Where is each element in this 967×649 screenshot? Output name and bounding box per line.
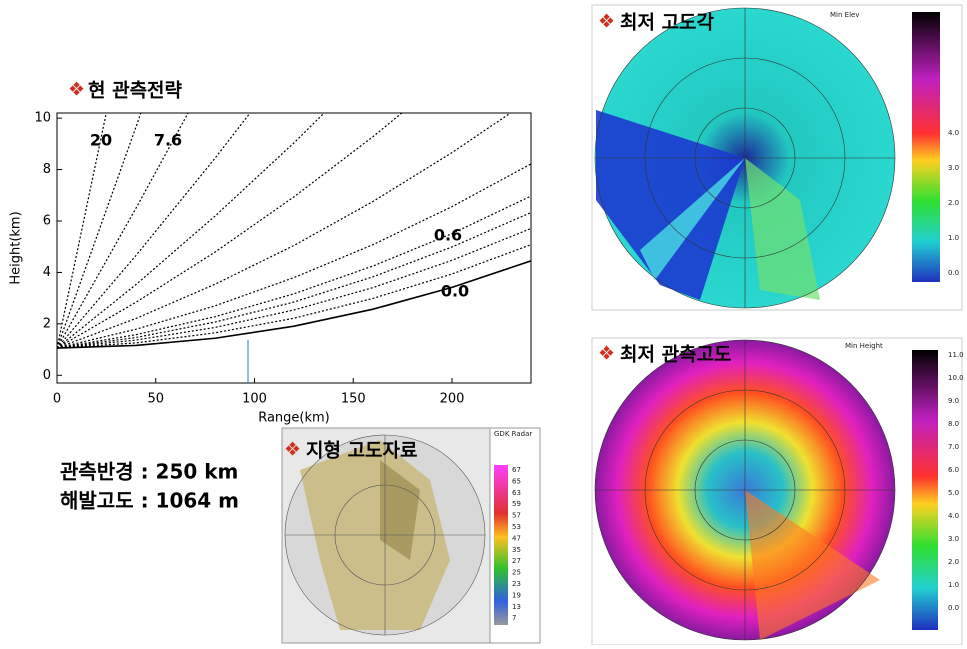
- scale-label: 9.0: [948, 397, 959, 405]
- y-tick-label: 6: [43, 214, 51, 229]
- panel-label: Min Height: [845, 342, 883, 350]
- scale-label: 4.0: [948, 512, 959, 520]
- scale-label: 47: [512, 534, 521, 542]
- beam-line: [57, 195, 531, 349]
- y-tick-label: 8: [43, 162, 51, 177]
- beam-line: [57, 260, 531, 349]
- svg-text:❖: ❖: [598, 343, 615, 365]
- beam-line: [57, 227, 531, 349]
- panel-label: GDK Radar: [494, 430, 532, 438]
- scale-label: 0.0: [948, 604, 959, 612]
- scale-label: 53: [512, 523, 521, 531]
- panel-title: 최저 관측고도: [620, 344, 732, 366]
- chart-title: 현 관측전략: [88, 80, 183, 102]
- x-tick-label: 100: [242, 392, 267, 407]
- scale-label: 0.0: [948, 269, 959, 277]
- scale-label: 1.0: [948, 581, 959, 589]
- info-altitude: 해발고도 : 1064 m: [60, 489, 239, 513]
- panel-min-elev: ❖ 최저 고도각 Min Elev 4.0 3.0 2.0 1.0 0.0: [591, 4, 963, 311]
- scale-label: 65: [512, 477, 521, 485]
- scale-label: 19: [512, 591, 521, 599]
- svg-text:❖: ❖: [284, 439, 301, 461]
- beam-line: [57, 163, 531, 349]
- angle-label: 0.0: [441, 282, 469, 301]
- panel-title: 최저 고도각: [620, 12, 715, 34]
- panel-terrain: ❖ 지형 고도자료 GDK Radar 67 65 63 59 57 53 47 35 27 25…: [281, 427, 541, 644]
- scale-label: 5.0: [948, 489, 959, 497]
- scale-label: 25: [512, 569, 521, 577]
- info-radius: 관측반경 : 250 km: [60, 460, 238, 484]
- scale-label: 3.0: [948, 535, 959, 543]
- panel-min-height: ❖ 최저 관측고도 Min Height 11.0 10.0 9.0 8.0 7.0 6.…: [591, 337, 964, 646]
- scale-label: 1.0: [948, 234, 959, 242]
- beam-line: [57, 113, 512, 349]
- scale-label: 6.0: [948, 466, 959, 474]
- scale-label: 8.0: [948, 420, 959, 428]
- x-tick-label: 50: [147, 392, 164, 407]
- scale-label: 13: [512, 603, 521, 611]
- beam-line: [57, 113, 251, 349]
- scale-label: 35: [512, 546, 521, 554]
- scale-label: 3.0: [948, 164, 959, 172]
- y-tick-label: 2: [43, 316, 51, 331]
- beam-line: [57, 113, 403, 349]
- info: 관측반경 : 250 km 해발고도 : 1064 m: [60, 460, 239, 513]
- scale-label: 23: [512, 580, 521, 588]
- angle-label: 7.6: [154, 131, 182, 150]
- x-tick-label: 150: [341, 392, 366, 407]
- scale-label: 11.0: [948, 351, 964, 359]
- lines: [57, 113, 531, 349]
- scale-label: 7: [512, 614, 516, 622]
- scale-label: 4.0: [948, 129, 959, 137]
- angle-label: 0.6: [434, 226, 462, 245]
- scale-label: 2.0: [948, 558, 959, 566]
- y-axis-label: Height(km): [9, 211, 24, 284]
- diamond: ❖: [68, 79, 85, 101]
- scale-label: 10.0: [948, 374, 964, 382]
- scale-label: 63: [512, 489, 521, 497]
- scale-label: 27: [512, 557, 521, 565]
- scale-label: 59: [512, 500, 521, 508]
- x-axis-label: Range(km): [258, 411, 330, 426]
- scale-label: 2.0: [948, 199, 959, 207]
- plot-frame: [56, 112, 532, 384]
- beam-line: [57, 211, 531, 349]
- scale-label: 7.0: [948, 443, 959, 451]
- scale-label: 67: [512, 466, 521, 474]
- svg-text:❖: ❖: [598, 11, 615, 33]
- y-tick-label: 4: [43, 265, 51, 280]
- panel-title: 지형 고도자료: [306, 440, 418, 462]
- angle-label: 20: [90, 131, 112, 150]
- y-tick-label: 0: [43, 368, 51, 383]
- beam-chart: ❖ 현 관측전략 Range(km) Height(km) 0 50 100 150 2…: [9, 79, 532, 426]
- beam-line: [57, 113, 189, 349]
- beam-line: [57, 113, 325, 349]
- x-tick-label: 200: [440, 392, 465, 407]
- scale-label: 57: [512, 512, 521, 520]
- panel-label: Min Elev: [830, 11, 859, 19]
- x-tick-label: 0: [53, 392, 61, 407]
- y-tick-label: 10: [34, 111, 51, 126]
